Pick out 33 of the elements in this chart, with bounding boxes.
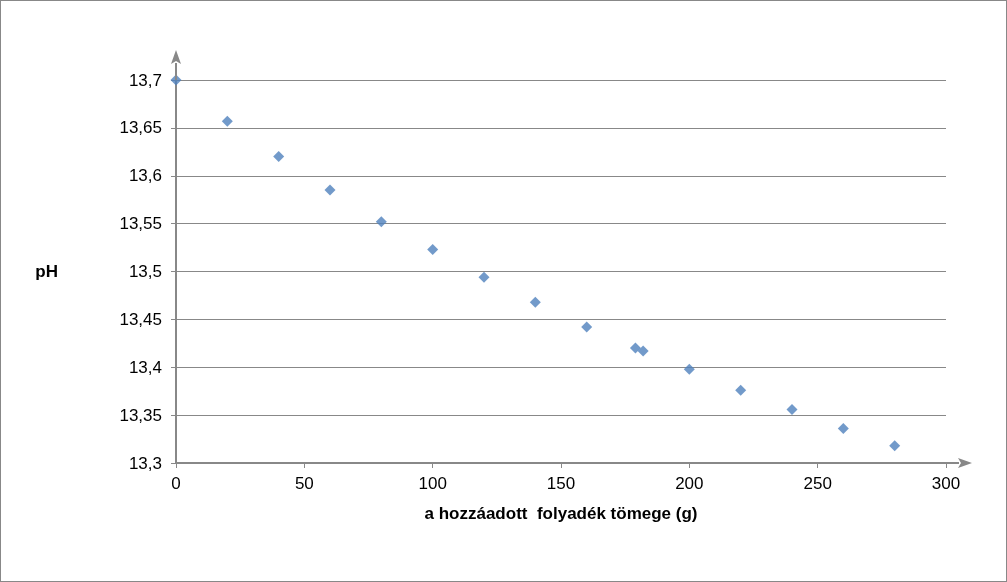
x-tick-label: 200 [675,474,704,493]
x-tick-label: 50 [294,474,314,493]
point [221,115,233,127]
point [889,440,901,452]
point [273,151,285,163]
point [581,321,593,333]
point [629,342,641,354]
y-tick-label: 13,7 [128,70,162,90]
x-tick-label: 250 [803,474,832,493]
x-tick-label: 100 [418,474,447,493]
x-tick-label: 0 [171,474,181,493]
point [637,345,649,357]
y-tick-label: 13,3 [128,453,162,473]
y-tick-label: 13,5 [128,262,162,281]
y-tick-label: 13,4 [128,357,162,377]
point [427,243,439,255]
y-tick-label: 13,65 [119,118,162,138]
point [529,296,541,308]
point [786,403,798,415]
point [478,271,490,283]
point [837,423,849,435]
point [735,384,747,396]
point [324,184,336,196]
y-tick-label: 13,35 [119,405,162,425]
x-tick-label: 150 [546,474,576,493]
y-tick-label: 13,45 [119,309,162,329]
y-tick-label: 13,6 [128,166,162,186]
point [683,363,695,375]
x-tick-label: 300 [931,474,961,493]
x-axis-title: a hozzáadott folyadék tömege (g) [424,504,698,523]
y-axis-title: pH [35,262,58,281]
point [375,216,387,228]
y-tick-label: 13,55 [119,214,162,234]
